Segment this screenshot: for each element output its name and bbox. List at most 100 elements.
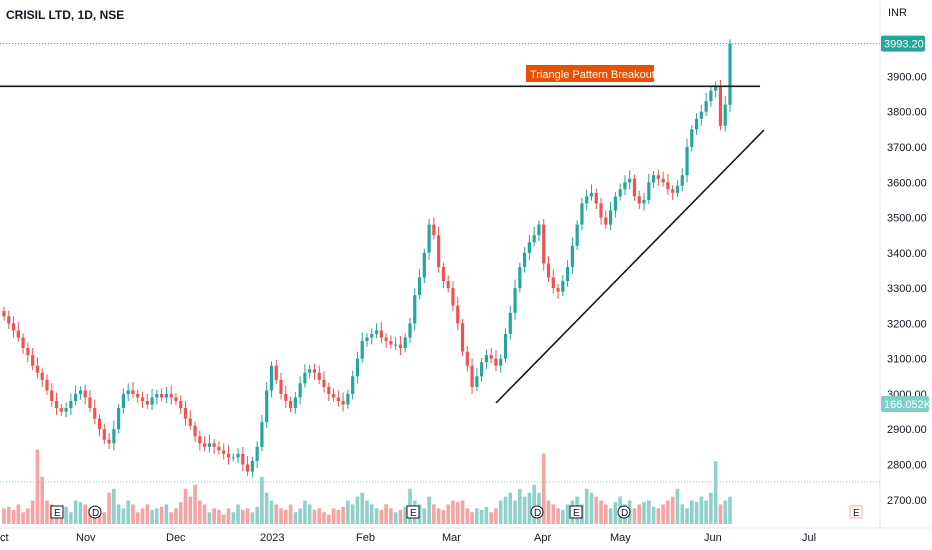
candle-body xyxy=(145,401,149,405)
candle-body xyxy=(575,224,579,246)
volume-bar xyxy=(312,509,317,524)
candle-body xyxy=(21,337,25,349)
volume-bar xyxy=(565,504,570,524)
candle-body xyxy=(675,185,680,193)
volume-bar xyxy=(647,500,651,524)
candle-body xyxy=(179,401,183,409)
volume-bar xyxy=(527,492,532,524)
candle-body xyxy=(117,408,121,430)
volume-bar xyxy=(513,500,517,524)
candle-body xyxy=(523,252,527,267)
volume-bar xyxy=(680,504,685,524)
candle-body xyxy=(317,372,321,380)
candle-body xyxy=(169,393,173,398)
volume-bar xyxy=(202,504,207,524)
chart-title: CRISIL LTD, 1D, NSE xyxy=(6,8,125,22)
volume-bar xyxy=(584,488,589,524)
candle-body xyxy=(193,425,197,437)
volume-bar xyxy=(288,504,293,524)
volume-bar xyxy=(83,504,87,524)
candle-body xyxy=(546,263,551,278)
candle-body xyxy=(666,182,670,190)
volume-bar xyxy=(164,504,169,524)
volume-bar xyxy=(608,508,613,524)
candle-body xyxy=(245,464,250,472)
trendlines xyxy=(0,43,880,483)
candle-body xyxy=(217,446,221,451)
candle-body xyxy=(298,383,302,398)
volume-bar xyxy=(2,508,6,524)
volume-bar xyxy=(155,508,159,524)
volume-bar xyxy=(102,512,107,524)
candle-body xyxy=(585,196,589,204)
volume-bar xyxy=(489,512,493,524)
candle-body xyxy=(121,393,126,409)
candle-body xyxy=(269,365,274,391)
candle-body xyxy=(35,365,40,373)
candle-body xyxy=(499,358,503,366)
candle-body xyxy=(164,393,168,398)
candle-body xyxy=(365,337,369,342)
volume-bar xyxy=(498,500,503,524)
candle-body xyxy=(408,323,412,338)
candle-body xyxy=(16,330,20,338)
candle-body xyxy=(608,210,613,225)
candle-body xyxy=(203,443,207,447)
x-tick-label: Mar xyxy=(442,532,461,544)
y-tick-label: 3300.00 xyxy=(887,283,927,295)
candle-body xyxy=(250,460,254,472)
candle-body xyxy=(394,344,398,346)
candle-body xyxy=(556,288,560,292)
volume-bar xyxy=(131,504,135,524)
volume-bar xyxy=(713,461,718,524)
volume-bar xyxy=(169,512,173,524)
candle-body xyxy=(398,344,403,349)
candle-body xyxy=(714,87,718,91)
volume-bar xyxy=(403,506,408,524)
volume-bar xyxy=(178,502,183,524)
candle-body xyxy=(198,436,202,444)
candlesticks xyxy=(2,39,732,478)
volume-bar xyxy=(73,500,78,524)
candle-body xyxy=(355,358,360,377)
candle-body xyxy=(513,288,517,313)
volume-bar xyxy=(183,488,188,524)
volume-bar xyxy=(541,453,546,524)
candle-body xyxy=(446,281,450,289)
candle-body xyxy=(11,323,16,331)
x-tick-label: Jul xyxy=(802,532,816,544)
candle-body xyxy=(566,266,570,282)
volume-bar xyxy=(441,509,446,524)
price-axis[interactable]: 3900.00 3800.00 3700.00 3600.00 3500.00 3400.… xyxy=(879,0,927,528)
candle-body xyxy=(222,450,226,454)
volume-bar xyxy=(718,504,723,524)
candle-body xyxy=(475,376,479,387)
volume-bar xyxy=(561,509,565,524)
candle-body xyxy=(131,390,135,394)
time-axis[interactable]: ct Nov Dec 2023 Feb Mar Apr May Jun Jul xyxy=(0,527,932,544)
volume-bar xyxy=(264,492,269,524)
candle-body xyxy=(322,379,326,387)
candle-body xyxy=(489,355,493,359)
candle-body xyxy=(642,199,646,204)
candle-body xyxy=(589,192,594,197)
candle-body xyxy=(532,235,536,243)
candle-body xyxy=(680,175,684,186)
y-tick-label: 3500.00 xyxy=(887,213,927,225)
volume-bar xyxy=(694,502,699,524)
candle-body xyxy=(551,277,555,289)
candle-body xyxy=(494,358,498,366)
candle-body xyxy=(542,224,546,264)
dividend-icon xyxy=(88,505,102,519)
volume-bar xyxy=(518,488,522,524)
volume-bar xyxy=(379,509,384,524)
candle-body xyxy=(236,453,240,458)
volume-bar xyxy=(341,506,345,524)
volume-bar xyxy=(494,508,498,524)
y-tick-label: 3800.00 xyxy=(887,107,927,119)
candle-body xyxy=(704,101,708,112)
volume-bar xyxy=(11,509,16,524)
dividend-icon xyxy=(617,505,631,519)
candle-body xyxy=(336,397,340,401)
